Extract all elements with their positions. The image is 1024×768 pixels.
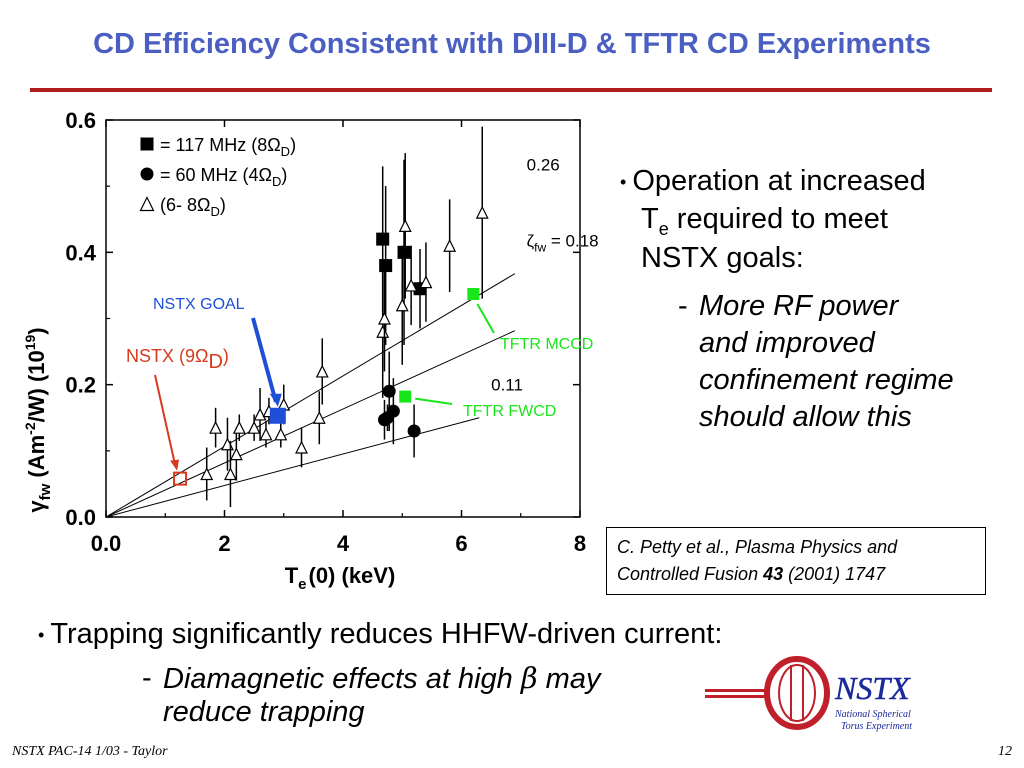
data-point-triangle xyxy=(139,196,155,212)
sub-bullet-line2: and improved xyxy=(699,327,875,359)
data-point-circle xyxy=(382,384,396,398)
sub-bullet-dash: - xyxy=(678,290,688,322)
nstx-arrowhead xyxy=(170,459,180,471)
y-tick-label: 0.4 xyxy=(65,240,96,265)
logo-name: NSTX xyxy=(834,670,911,706)
tftr-mccd-marker xyxy=(467,288,480,301)
data-marks xyxy=(200,126,489,508)
data-point-square xyxy=(397,245,411,259)
legend-label: (6- 8ΩD) xyxy=(160,195,226,219)
data-point-triangle xyxy=(404,278,418,292)
reference-line2: Controlled Fusion 43 (2001) 1747 xyxy=(617,564,886,584)
x-tick-label: 4 xyxy=(337,531,350,556)
data-point-circle xyxy=(380,411,394,425)
logo-line1: National Spherical xyxy=(834,709,911,720)
data-point-triangle xyxy=(247,420,261,434)
fit-line-label: 0.11 xyxy=(491,376,523,395)
data-point-circle xyxy=(407,424,421,438)
data-point-triangle xyxy=(229,447,243,461)
legend-label: = 117 MHz (8ΩD) xyxy=(160,135,296,159)
bottom-sub-line1: Diamagnetic effects at high β may xyxy=(163,661,601,695)
x-tick-label: 8 xyxy=(574,531,586,556)
data-point-triangle xyxy=(295,440,308,454)
fit-line xyxy=(105,417,480,518)
x-axis-label: Te(0) (keV) xyxy=(285,563,396,590)
title-rule xyxy=(30,88,992,92)
bullet-operation-line2: Te required to meet xyxy=(641,203,888,239)
bottom-sub-dash: - xyxy=(142,662,152,694)
chart: 0.26 ζfw = 0.18 0.11 0.0 2 4 6 8 0.0 0.2 0.4 0.6 =… xyxy=(22,108,599,590)
data-point-triangle xyxy=(475,205,489,219)
nstx-label: NSTX (9ΩD) xyxy=(126,346,229,373)
data-point-triangle xyxy=(220,437,234,451)
bullet-trapping: • Trapping significantly reduces HHFW-dri… xyxy=(38,618,723,650)
data-point-triangle xyxy=(259,427,273,441)
data-point-triangle xyxy=(315,364,329,378)
reference-box: C. Petty et al., Plasma Physics and Cont… xyxy=(606,527,986,595)
sub-bullet-line1: More RF power xyxy=(699,290,899,322)
x-tick-label: 0.0 xyxy=(91,531,122,556)
legend-label: = 60 MHz (4ΩD) xyxy=(160,165,287,189)
legend: = 117 MHz (8ΩD) = 60 MHz (4ΩD) (6- 8ΩD) xyxy=(139,135,296,219)
bullet-operation: • Operation at increased xyxy=(620,165,926,197)
tftr-fwcd-arrow xyxy=(415,397,453,405)
bottom-sub-line2: reduce trapping xyxy=(163,696,365,728)
data-point-triangle xyxy=(395,298,409,312)
data-point-square xyxy=(376,232,390,246)
y-tick-label: 0.6 xyxy=(65,108,96,133)
footer-left: NSTX PAC-14 1/03 - Taylor xyxy=(12,744,168,759)
fit-lines: 0.26 ζfw = 0.18 0.11 xyxy=(105,155,599,518)
data-point-triangle xyxy=(419,275,433,289)
data-point-triangle xyxy=(274,427,288,441)
nstx-logo: NSTX National Spherical Torus Experiment xyxy=(705,656,912,732)
annotations: NSTX GOAL NSTX (9ΩD) TFTR MCCD TFTR FWCD xyxy=(126,288,593,486)
data-point-triangle xyxy=(443,238,457,252)
tftr-mccd-label: TFTR MCCD xyxy=(500,336,593,353)
nstx-goal-marker xyxy=(269,407,286,424)
data-point-square xyxy=(140,137,154,151)
logo-line2: Torus Experiment xyxy=(841,721,912,732)
fit-line-label: 0.26 xyxy=(527,155,560,174)
x-tick-label: 2 xyxy=(218,531,230,556)
y-tick-label: 0.0 xyxy=(65,505,96,530)
nstx-marker xyxy=(173,471,188,486)
nstx-goal-arrow xyxy=(251,317,278,403)
bullet-operation-line3: NSTX goals: xyxy=(641,242,804,274)
page-title: CD Efficiency Consistent with DIII-D & T… xyxy=(93,28,931,60)
tftr-fwcd-marker xyxy=(399,390,412,403)
data-point-triangle xyxy=(376,324,390,338)
y-tick-label: 0.2 xyxy=(65,373,96,398)
nstx-goal-arrowhead xyxy=(269,393,282,407)
fit-line-label: ζfw = 0.18 xyxy=(527,231,599,254)
axis-ticks: 0.0 2 4 6 8 0.0 0.2 0.4 0.6 xyxy=(65,108,586,556)
fit-line xyxy=(105,330,516,518)
page-number: 12 xyxy=(998,744,1012,759)
x-tick-label: 6 xyxy=(455,531,467,556)
data-point-triangle xyxy=(209,420,223,434)
sub-bullet-line3: confinement regime xyxy=(699,364,954,396)
sub-bullet-line4: should allow this xyxy=(699,401,912,433)
data-point-triangle xyxy=(378,311,391,325)
data-point-circle xyxy=(140,167,154,181)
y-axis-label: γfw (Am-2/W) (1019) xyxy=(22,327,54,512)
nstx-goal-label: NSTX GOAL xyxy=(153,296,245,313)
tftr-fwcd-label: TFTR FWCD xyxy=(463,403,556,420)
data-point-triangle xyxy=(398,219,412,232)
data-point-square xyxy=(379,259,393,273)
data-point-triangle xyxy=(223,467,237,481)
data-point-triangle xyxy=(312,410,326,424)
reference-line1: C. Petty et al., Plasma Physics and xyxy=(617,537,898,557)
tftr-mccd-arrow xyxy=(476,303,495,334)
nstx-arrow xyxy=(154,374,177,465)
data-point-triangle xyxy=(232,420,246,434)
data-point-triangle xyxy=(200,467,214,481)
